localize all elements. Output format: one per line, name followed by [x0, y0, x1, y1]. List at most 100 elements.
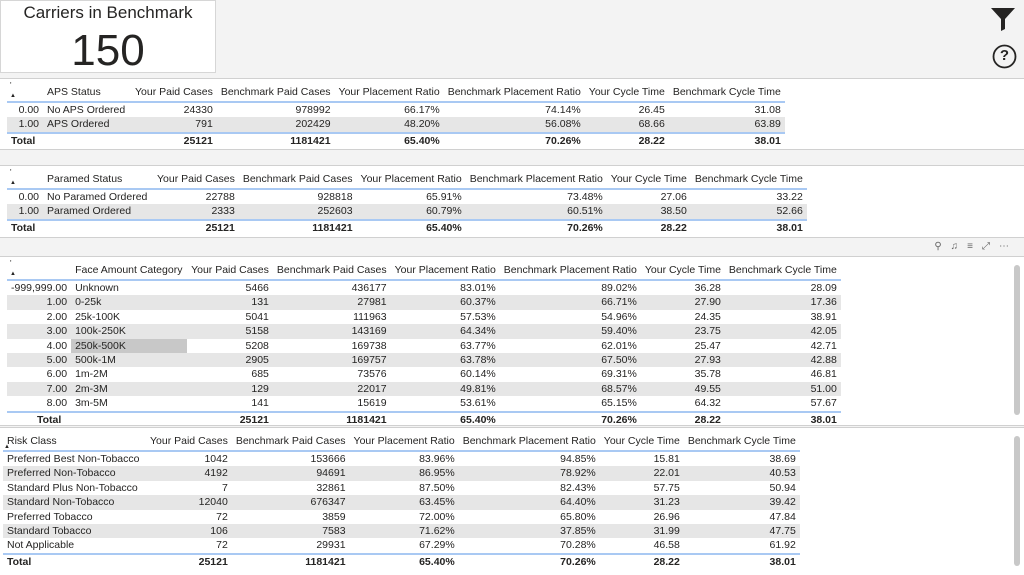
column-header[interactable]: Your Paid Cases [150, 435, 228, 447]
cell: -999,999.00 [11, 282, 68, 294]
vertical-scrollbar[interactable] [1014, 265, 1020, 415]
cell: 74.14% [545, 104, 581, 116]
table-row[interactable]: 5.00 500k-1M 2905 169757 63.78% 67.50% 27.93 42… [7, 353, 841, 368]
cell: 24330 [183, 104, 213, 116]
column-header[interactable]: Benchmark Placement Ratio [462, 435, 596, 447]
column-header-label[interactable]: APS Status [47, 86, 101, 98]
cell: 31.99 [599, 524, 684, 539]
table-row[interactable]: 3.00 100k-250K 5158 143169 64.34% 59.40% 23.75… [7, 324, 841, 339]
column-header-key[interactable]: ' ▲ [10, 259, 16, 277]
column-header-label[interactable]: Face Amount Category [75, 264, 183, 276]
filter-icon[interactable]: ≡ [967, 241, 982, 252]
cell: 3.00 [7, 324, 72, 339]
column-header-key[interactable]: ' ▲ [10, 81, 16, 99]
paramed-status-table-visual[interactable]: ' ▲ Paramed Status Your Paid Cases Benchm… [0, 165, 1024, 238]
cell: Preferred Tobacco [7, 510, 93, 523]
cell: 38.01 [690, 218, 807, 236]
table-row[interactable]: 7.00 2m-3M 129 22017 49.81% 68.57% 49.55 51.00 [7, 381, 841, 397]
cell: 26.45 [638, 104, 665, 116]
cell: 685 [251, 368, 269, 381]
cell: Unknown [75, 282, 119, 294]
cell: 22.01 [599, 466, 684, 481]
column-header[interactable]: Benchmark Paid Cases [235, 435, 346, 447]
column-header[interactable]: Benchmark Placement Ratio [447, 86, 581, 98]
risk-class-table-visual[interactable]: Risk Class ▲ Your Paid Cases Benchmark Pa… [0, 427, 1024, 575]
cell: 46.58 [653, 539, 680, 552]
column-header[interactable]: Your Cycle Time [610, 173, 687, 185]
table-row[interactable]: Preferred Tobacco 72 3859 72.00% 65.80% 26.96… [3, 510, 800, 524]
column-header[interactable]: Benchmark Cycle Time [728, 264, 837, 276]
column-header[interactable]: Benchmark Cycle Time [687, 435, 796, 447]
visual-header-toolbar: ⚲♫≡⤢⋯ [934, 241, 1018, 252]
column-header[interactable]: Your Paid Cases [135, 86, 213, 98]
aps-status-table-visual[interactable]: ' ▲ APS Status Your Paid Cases Benchmark … [0, 78, 1024, 150]
cell: 38.91 [810, 310, 837, 323]
table-row[interactable]: 0.00 No Paramed Ordered 22788 928818 65.91… [7, 189, 807, 204]
kpi-title: Carriers in Benchmark [23, 3, 193, 22]
cell: 3859 [322, 510, 346, 523]
table-row[interactable]: 1.00 0-25k 131 27981 60.37% 66.71% 27.90 17.36 [7, 295, 841, 310]
table-row[interactable]: Standard Plus Non-Tobacco 7 32861 87.50% 82.… [3, 481, 800, 495]
table-row[interactable]: 0.00 No APS Ordered 24330 978992 66.17% 74.… [7, 102, 785, 117]
cell: 65.15% [601, 397, 637, 410]
face-amount-table-visual[interactable]: ' ▲ Face Amount Category Your Paid Cases … [0, 256, 1024, 426]
column-header[interactable]: Your Placement Ratio [353, 435, 455, 447]
cell: 202429 [216, 117, 335, 133]
cell: No Paramed Ordered [47, 191, 148, 203]
cell: 70.26% [499, 410, 641, 425]
column-header[interactable]: Benchmark Cycle Time [672, 86, 781, 98]
table-row[interactable]: Not Applicable 72 29931 67.29% 70.28% 46.58 61… [3, 538, 800, 553]
table-row[interactable]: Preferred Non-Tobacco 4192 94691 86.95% 78.9… [3, 466, 800, 481]
column-header[interactable]: Benchmark Placement Ratio [503, 264, 637, 276]
cell: 69.31% [601, 368, 637, 381]
cell: 2m-3M [71, 381, 188, 397]
column-header[interactable]: Benchmark Paid Cases [276, 264, 387, 276]
cell: 169757 [272, 353, 391, 368]
more-icon[interactable]: ⋯ [999, 241, 1018, 252]
column-header[interactable]: Your Cycle Time [603, 435, 680, 447]
table-row[interactable]: 1.00 APS Ordered 791 202429 48.20% 56.08% 6… [7, 117, 785, 133]
column-header[interactable]: Benchmark Cycle Time [694, 173, 803, 185]
help-icon[interactable]: ? [992, 44, 1017, 69]
cell: 3m-5M [75, 397, 108, 410]
table-row[interactable]: Standard Tobacco 106 7583 71.62% 37.85% 31.99… [3, 524, 800, 539]
column-header-label[interactable]: Risk Class ▲ [4, 435, 57, 450]
cell: 8.00 [46, 397, 68, 410]
column-header[interactable]: Benchmark Placement Ratio [469, 173, 603, 185]
column-header[interactable]: Benchmark Paid Cases [220, 86, 331, 98]
cell: 22017 [272, 381, 391, 397]
cell: 32861 [316, 481, 346, 494]
table-row[interactable]: Preferred Best Non-Tobacco 1042 153666 83.9… [3, 451, 800, 466]
cell: 153666 [310, 453, 346, 465]
column-header[interactable]: Your Cycle Time [644, 264, 721, 276]
column-header[interactable]: Your Placement Ratio [338, 86, 440, 98]
cell: 83.96% [419, 453, 455, 465]
total-label: Total [7, 410, 72, 425]
table-row[interactable]: 8.00 3m-5M 141 15619 53.61% 65.15% 64.32 57.67 [7, 396, 841, 411]
table-row[interactable]: Standard Non-Tobacco 12040 676347 63.45% 64.… [3, 495, 800, 510]
cell: 5.00 [7, 353, 72, 368]
cell: No APS Ordered [47, 104, 126, 116]
table-row[interactable]: 1.00 Paramed Ordered 2333 252603 60.79% 60.… [7, 204, 807, 220]
pin-icon[interactable]: ⚲ [934, 241, 951, 252]
table-row[interactable]: 6.00 1m-2M 685 73576 60.14% 69.31% 35.78 46.81 [7, 367, 841, 381]
table-row[interactable]: 2.00 25k-100K 5041 111963 57.53% 54.96% 24.35 3… [7, 310, 841, 324]
cell: 94.85% [560, 453, 596, 465]
column-header[interactable]: Your Paid Cases [191, 264, 269, 276]
bell-icon[interactable]: ♫ [950, 241, 968, 252]
column-header-label[interactable]: Paramed Status [47, 173, 123, 185]
kpi-card[interactable]: Carriers in Benchmark 150 [0, 0, 216, 75]
focus-icon[interactable]: ⤢ [982, 241, 999, 252]
cell: 28.22 [640, 410, 725, 425]
column-header[interactable]: Your Paid Cases [157, 173, 235, 185]
table-row[interactable]: -999,999.00 Unknown 5466 436177 83.01% 89.02%… [7, 280, 841, 295]
filter-icon[interactable] [990, 6, 1016, 32]
column-header[interactable]: Your Placement Ratio [394, 264, 496, 276]
column-header[interactable]: Your Placement Ratio [360, 173, 462, 185]
column-header[interactable]: Your Cycle Time [588, 86, 665, 98]
column-header-key[interactable]: ' ▲ [10, 168, 16, 186]
vertical-scrollbar[interactable] [1014, 436, 1020, 566]
column-header[interactable]: Benchmark Paid Cases [242, 173, 353, 185]
cell: 38.01 [683, 552, 800, 570]
table-row[interactable]: 4.00 250k-500K 5208 169738 63.77% 62.01% 25.47… [7, 338, 841, 354]
